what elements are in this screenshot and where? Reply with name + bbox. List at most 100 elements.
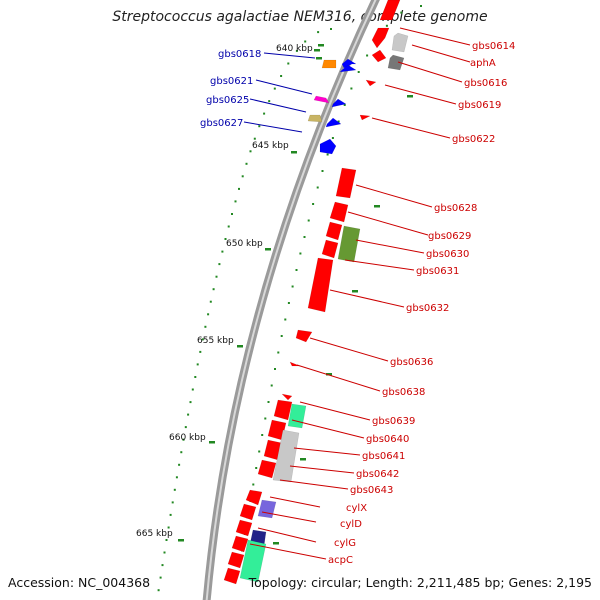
scale-tick	[385, 24, 388, 27]
gene-arrow	[231, 535, 249, 553]
scale-tick	[212, 288, 215, 291]
scale-tick	[209, 300, 212, 303]
label-leader	[261, 511, 317, 523]
gene-label-gbs0632: gbs0632	[406, 303, 449, 314]
gene-label-gbs0619: gbs0619	[458, 100, 501, 111]
gene-label-gbs0629: gbs0629	[428, 231, 471, 242]
gene-label-gbs0640: gbs0640	[366, 434, 409, 445]
gene-arrow	[257, 499, 277, 519]
gene-arrow	[329, 201, 349, 223]
scale-tick	[270, 384, 273, 387]
gene-arrow	[273, 399, 293, 421]
gene-label-cylX: cylX	[346, 503, 367, 514]
scale-tick	[400, 11, 403, 14]
scale-tick	[258, 450, 261, 453]
gene-arrow	[331, 98, 347, 108]
scale-tick	[295, 269, 298, 271]
gene-arrow	[313, 95, 330, 104]
scale-tick	[280, 335, 283, 337]
scale-tick	[180, 451, 183, 454]
major-tick	[300, 458, 306, 461]
scale-tick	[167, 526, 170, 529]
gene-arrow	[272, 429, 300, 483]
label-leader	[249, 543, 327, 560]
label-leader	[344, 259, 415, 271]
label-leader	[269, 496, 321, 508]
gene-arrow	[365, 79, 377, 87]
scale-tick	[204, 325, 207, 328]
gene-arrow	[321, 239, 339, 259]
scale-tick	[157, 589, 160, 592]
scale-tick	[207, 313, 210, 316]
gene-arrow	[337, 225, 361, 263]
major-tick	[316, 57, 322, 60]
scale-tick	[241, 175, 244, 178]
scale-tick	[350, 87, 353, 90]
scale-tick	[253, 137, 256, 140]
major-tick	[178, 539, 184, 542]
label-leader	[289, 465, 355, 474]
scale-tick	[169, 513, 172, 516]
gene-arrow	[371, 49, 387, 63]
scale-tick	[173, 488, 176, 491]
scale-tick	[316, 186, 319, 189]
scale-tick	[331, 137, 334, 139]
scale-tick	[196, 363, 199, 366]
label-leader	[371, 117, 451, 139]
gene-label-gbs0638: gbs0638	[382, 387, 425, 398]
scale-tick	[291, 285, 294, 288]
label-leader	[355, 239, 425, 254]
label-leader	[255, 79, 313, 95]
gene-label-gbs0641: gbs0641	[362, 451, 405, 462]
scale-label-655: 655 kbp	[197, 336, 234, 346]
label-leader	[399, 27, 471, 46]
gene-arrow	[321, 59, 337, 69]
scale-tick	[312, 203, 315, 205]
gene-label-cylD: cylD	[340, 519, 362, 530]
gene-arrow	[227, 551, 245, 569]
label-leader	[257, 527, 317, 543]
major-tick	[352, 290, 358, 293]
scale-tick	[304, 40, 307, 43]
scale-tick	[194, 376, 197, 378]
scale-labels: 640 kbp 645 kbp 650 kbp 655 kbp 660 kbp 665 k…	[136, 44, 313, 539]
scale-tick	[175, 476, 178, 479]
major-tick	[407, 95, 413, 98]
label-leader	[309, 337, 389, 362]
scale-tick	[245, 162, 248, 165]
gene-arrow	[359, 114, 371, 121]
label-leader	[347, 211, 429, 236]
major-tick	[374, 205, 380, 208]
scale-ticks-outer	[157, 28, 413, 592]
scale-tick	[330, 28, 332, 30]
gene-label-gbs0616: gbs0616	[464, 78, 507, 89]
label-leader	[355, 184, 433, 208]
major-tick	[291, 151, 297, 154]
gene-arrow	[371, 27, 390, 49]
label-leaders	[243, 27, 471, 560]
scale-tick	[280, 75, 283, 77]
scale-tick	[337, 120, 340, 123]
gene-label-gbs0614: gbs0614	[472, 41, 515, 52]
gene-arrow	[391, 32, 409, 53]
label-leader	[293, 447, 361, 456]
accession-text: Accession: NC_004368	[8, 575, 151, 590]
gene-arrow	[339, 64, 357, 73]
major-tick	[237, 345, 243, 348]
scale-tick	[299, 252, 302, 255]
scale-tick	[227, 225, 230, 228]
scale-tick	[191, 388, 194, 391]
gene-arrow	[387, 54, 405, 71]
scale-label-640: 640 kbp	[276, 44, 313, 54]
label-leader	[397, 61, 463, 83]
major-tick	[273, 542, 279, 545]
scale-tick	[326, 153, 329, 156]
scale-tick	[277, 351, 280, 354]
major-tick	[326, 373, 332, 376]
genome-summary-text: Topology: circular; Length: 2,211,485 bp…	[248, 575, 592, 590]
scale-tick	[287, 302, 290, 304]
gene-arrow	[245, 489, 263, 506]
gene-arrow	[281, 393, 293, 401]
scale-tick	[189, 401, 192, 404]
scale-tick	[307, 219, 310, 222]
